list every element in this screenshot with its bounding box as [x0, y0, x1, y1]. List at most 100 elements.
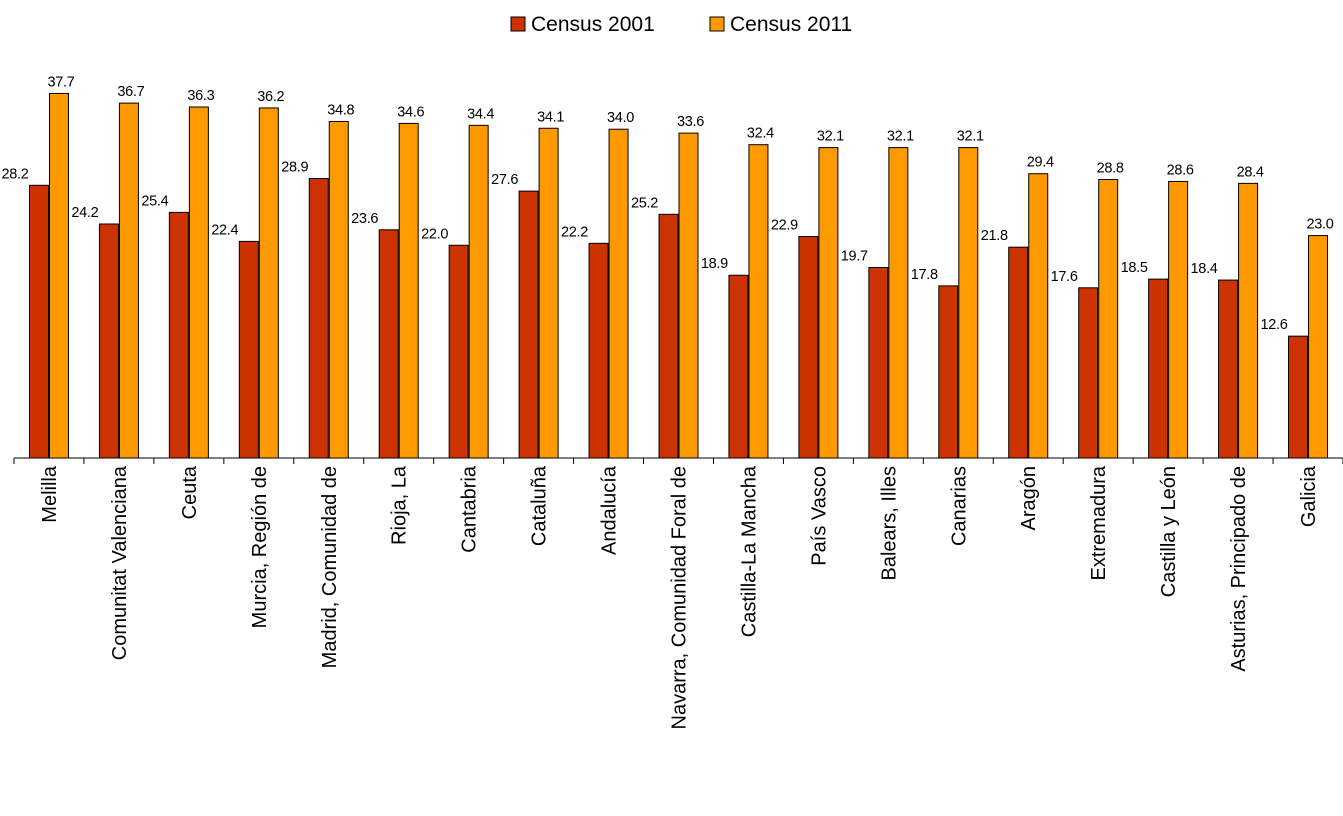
category-label-pais-vasco: País Vasco — [808, 466, 830, 566]
value-label-census-2001-pais-vasco: 22.9 — [771, 218, 798, 234]
value-label-census-2011-aragon: 29.4 — [1027, 155, 1054, 171]
bar-census-2011-castilla-y-leon — [1168, 180, 1189, 459]
bar-census-2011-asturias-principado-de — [1238, 182, 1259, 459]
bar-census-2001-cataluna — [518, 190, 539, 459]
bar-census-2001-andalucia — [588, 242, 609, 459]
value-label-census-2001-aragon: 21.8 — [981, 228, 1008, 244]
value-label-census-2001-navarra-comunidad-foral-de: 25.2 — [631, 195, 658, 211]
value-label-census-2001-canarias: 17.8 — [911, 267, 938, 283]
bar-census-2001-murcia-region-de — [238, 240, 259, 459]
bar-census-2001-aragon — [1008, 246, 1029, 459]
bar-census-2001-extremadura — [1078, 287, 1099, 459]
category-label-andalucia: Andalucía — [599, 465, 621, 555]
bar-census-2001-canarias — [938, 285, 959, 459]
category-label-asturias-principado-de: Asturias, Principado de — [1228, 466, 1250, 672]
category-label-extremadura: Extremadura — [1088, 465, 1110, 580]
bar-census-2011-andalucia — [608, 128, 629, 459]
legend-label-census-2001: Census 2001 — [531, 13, 655, 36]
category-label-navarra-comunidad-foral-de: Navarra, Comunidad Foral de — [669, 466, 691, 729]
bar-census-2011-canarias — [958, 147, 979, 459]
value-label-census-2011-melilla: 37.7 — [47, 74, 74, 90]
value-label-census-2011-ceuta: 36.3 — [187, 88, 214, 104]
category-label-cataluna: Cataluña — [529, 465, 551, 546]
bar-census-2001-galicia — [1288, 335, 1309, 459]
value-label-census-2001-castilla-la-mancha: 18.9 — [701, 256, 728, 272]
value-label-census-2011-asturias-principado-de: 28.4 — [1237, 164, 1264, 180]
value-label-census-2011-castilla-y-leon: 28.6 — [1167, 162, 1194, 178]
bar-census-2011-cataluna — [538, 127, 559, 459]
value-label-census-2001-melilla: 28.2 — [1, 166, 28, 182]
bar-census-2001-comunitat-valenciana — [98, 223, 119, 459]
value-label-census-2001-rioja-la: 23.6 — [351, 211, 378, 227]
legend-swatch-census-2011 — [709, 16, 725, 32]
category-label-galicia: Galicia — [1298, 465, 1320, 527]
bar-census-2011-aragon — [1028, 173, 1049, 459]
bar-census-2001-melilla — [28, 184, 49, 459]
bar-census-2001-castilla-y-leon — [1148, 278, 1169, 459]
category-label-canarias: Canarias — [948, 466, 970, 546]
value-label-census-2001-extremadura: 17.6 — [1051, 269, 1078, 285]
legend-label-census-2011: Census 2011 — [730, 13, 852, 36]
bar-census-2011-murcia-region-de — [258, 107, 279, 459]
value-label-census-2011-rioja-la: 34.6 — [397, 104, 424, 120]
bar-census-2001-pais-vasco — [798, 236, 819, 459]
bar-census-2011-extremadura — [1098, 179, 1119, 459]
value-label-census-2011-madrid-comunidad-de: 34.8 — [327, 102, 354, 118]
value-label-census-2011-navarra-comunidad-foral-de: 33.6 — [677, 114, 704, 130]
legend-swatch-census-2001 — [510, 16, 526, 32]
value-label-census-2011-cantabria: 34.4 — [467, 106, 494, 122]
bar-census-2001-madrid-comunidad-de — [308, 178, 329, 459]
category-label-murcia-region-de: Murcia, Región de — [249, 466, 271, 628]
value-label-census-2011-comunitat-valenciana: 36.7 — [117, 84, 144, 100]
bar-census-2011-rioja-la — [398, 122, 419, 459]
value-label-census-2011-galicia: 23.0 — [1307, 217, 1334, 233]
value-label-census-2011-murcia-region-de: 36.2 — [257, 89, 284, 105]
bar-census-2011-cantabria — [468, 124, 489, 459]
value-label-census-2011-canarias: 32.1 — [957, 129, 984, 145]
bar-census-2001-ceuta — [168, 211, 189, 459]
bar-census-2011-pais-vasco — [818, 147, 839, 459]
category-label-comunitat-valenciana: Comunitat Valenciana — [109, 465, 131, 660]
value-label-census-2001-galicia: 12.6 — [1260, 317, 1287, 333]
value-label-census-2001-murcia-region-de: 22.4 — [211, 222, 238, 238]
value-label-census-2011-andalucia: 34.0 — [607, 110, 634, 126]
value-label-census-2011-castilla-la-mancha: 32.4 — [747, 126, 774, 142]
bar-census-2011-balears-illes — [888, 147, 909, 459]
category-label-ceuta: Ceuta — [179, 465, 201, 519]
value-label-census-2001-andalucia: 22.2 — [561, 224, 588, 240]
bar-census-2001-navarra-comunidad-foral-de — [658, 213, 679, 459]
value-label-census-2001-ceuta: 25.4 — [141, 193, 168, 209]
value-label-census-2001-cantabria: 22.0 — [421, 226, 448, 242]
bars-group — [28, 92, 1329, 459]
value-label-census-2001-comunitat-valenciana: 24.2 — [71, 205, 98, 221]
bar-census-2011-madrid-comunidad-de — [328, 120, 349, 459]
value-label-census-2001-cataluna: 27.6 — [491, 172, 518, 188]
value-label-census-2011-cataluna: 34.1 — [537, 109, 564, 125]
value-label-census-2001-castilla-y-leon: 18.5 — [1121, 260, 1148, 276]
value-label-census-2001-asturias-principado-de: 18.4 — [1191, 261, 1218, 277]
value-label-census-2001-balears-illes: 19.7 — [841, 249, 868, 265]
bar-census-2001-asturias-principado-de — [1218, 279, 1239, 459]
bar-census-2001-cantabria — [448, 244, 469, 459]
bar-census-2011-galicia — [1308, 235, 1329, 459]
chart-legend: Census 2001 Census 2011 — [510, 13, 852, 36]
category-label-castilla-y-leon: Castilla y León — [1158, 466, 1180, 597]
bar-census-2011-castilla-la-mancha — [748, 144, 769, 459]
bar-census-2001-balears-illes — [868, 267, 889, 459]
bar-census-2001-rioja-la — [378, 229, 399, 459]
value-label-census-2011-pais-vasco: 32.1 — [817, 129, 844, 145]
category-label-melilla: Melilla — [39, 465, 61, 523]
bar-census-2011-navarra-comunidad-foral-de — [678, 132, 699, 459]
category-label-rioja-la: Rioja, La — [389, 465, 411, 545]
category-labels-group: Melilla Comunitat Valenciana Ceuta Murcia, … — [39, 465, 1320, 729]
category-label-balears-illes: Balears, Illes — [878, 466, 900, 581]
value-label-census-2011-extremadura: 28.8 — [1097, 161, 1124, 177]
value-labels-group: 28.2 37.7 24.2 36.7 25.4 36.3 22.4 36.2 28.9 34.8… — [1, 74, 1334, 333]
bar-census-2001-castilla-la-mancha — [728, 274, 749, 459]
x-axis — [13, 457, 1343, 464]
value-label-census-2011-balears-illes: 32.1 — [887, 129, 914, 145]
bar-census-2011-melilla — [48, 92, 69, 459]
value-label-census-2001-madrid-comunidad-de: 28.9 — [281, 160, 308, 176]
category-label-cantabria: Cantabria — [459, 465, 481, 553]
